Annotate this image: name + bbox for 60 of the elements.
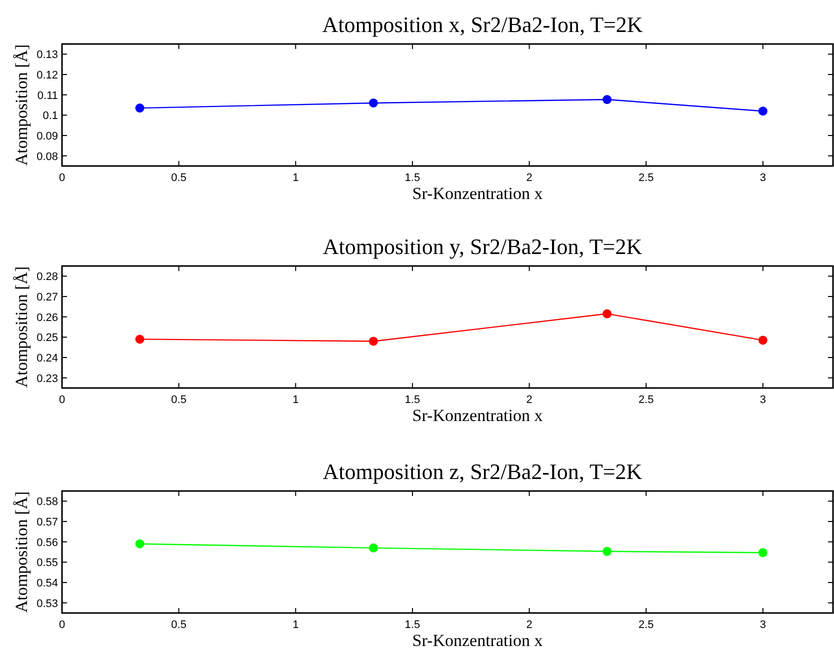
point	[758, 106, 768, 116]
y-tick-label: 0.1	[42, 110, 58, 122]
y-tick-label: 0.27	[36, 292, 58, 304]
point	[135, 539, 144, 548]
chart-title: Atomposition y, Sr2/Ba2-Ion, T=2K	[322, 234, 642, 259]
y-tick-label: 0.09	[36, 130, 58, 142]
x-tick-label: 2	[526, 394, 532, 406]
x-tick-label: 0	[58, 172, 66, 184]
x-tick-label: 0.5	[171, 394, 186, 406]
x-tick-label: 2.5	[638, 619, 654, 631]
point	[602, 546, 612, 556]
x-tick-label: 2	[526, 619, 532, 631]
x-tick-label: 0.5	[171, 619, 186, 631]
x-tick-label: 1.5	[404, 394, 420, 406]
x-axis-title: Sr-Konzentration x	[412, 631, 544, 650]
point	[758, 336, 768, 345]
point	[602, 309, 612, 318]
y-tick-label: 0.12	[36, 70, 58, 82]
x-tick-label: 1.5	[404, 619, 420, 631]
x-axis-title: Sr-Konzentration x	[412, 184, 544, 203]
y-tick-label: 0.58	[36, 496, 58, 508]
y-tick-label: 0.28	[36, 271, 58, 284]
x-tick-label: 1	[292, 394, 299, 406]
y-tick-label: 0.57	[36, 516, 58, 528]
x-tick-label: 2	[526, 172, 532, 184]
x-tick-label: 0	[58, 394, 66, 406]
y-tick-label: 0.08	[36, 150, 58, 163]
point	[368, 98, 378, 108]
y-tick-label: 0.53	[36, 598, 58, 610]
x-tick-label: 3	[760, 619, 766, 631]
y-tick-label: 0.56	[36, 536, 58, 549]
y-axis-title: Atomposition [Å]	[12, 44, 31, 166]
y-tick-label: 0.24	[36, 352, 58, 364]
x-tick-label: 2.5	[638, 172, 654, 184]
x-tick-label: 3	[760, 172, 766, 184]
y-tick-label: 0.55	[36, 557, 58, 570]
x-tick-label: 1	[292, 172, 299, 184]
point	[602, 95, 612, 104]
point	[758, 548, 768, 558]
point	[368, 336, 378, 346]
x-tick-label: 3	[760, 394, 766, 406]
y-axis-title: Atomposition [Å]	[12, 266, 31, 388]
x-tick-label: 2.5	[638, 394, 654, 406]
y-tick-label: 0.26	[36, 312, 58, 324]
y-axis-title: Atomposition [Å]	[12, 491, 31, 613]
x-axis-title: Sr-Konzentration x	[412, 406, 544, 425]
y-tick-label: 0.54	[36, 578, 58, 590]
point	[135, 334, 144, 344]
y-tick-label: 0.13	[36, 49, 58, 62]
x-tick-label: 0	[58, 619, 66, 631]
y-tick-label: 0.11	[37, 90, 58, 102]
y-tick-label: 0.25	[36, 332, 58, 344]
point	[368, 543, 378, 552]
chart-title: Atomposition x, Sr2/Ba2-Ion, T=2K	[322, 12, 643, 37]
x-tick-label: 0.5	[171, 172, 186, 184]
x-tick-label: 1	[292, 619, 299, 631]
chart-title: Atomposition z, Sr2/Ba2-Ion, T=2K	[322, 459, 642, 484]
y-tick-label: 0.23	[36, 372, 58, 385]
point	[135, 104, 144, 113]
x-tick-label: 1.5	[404, 172, 420, 184]
